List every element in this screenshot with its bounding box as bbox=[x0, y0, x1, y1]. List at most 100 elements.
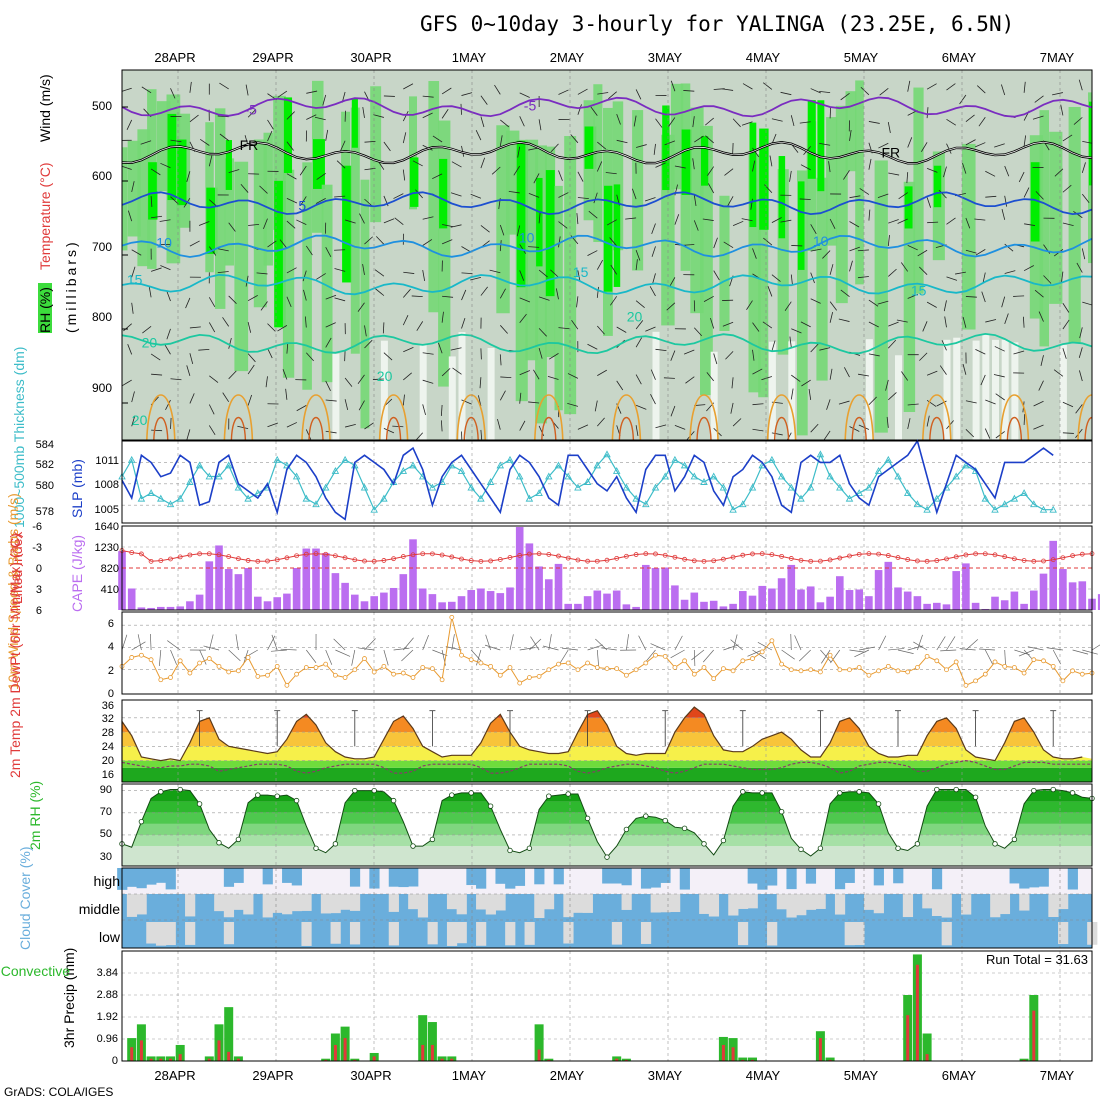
wind-10m-barb bbox=[888, 648, 905, 651]
wind-barb bbox=[499, 240, 502, 252]
wind-barb bbox=[650, 369, 656, 380]
wind-barb bbox=[810, 272, 815, 284]
cape-bar bbox=[486, 591, 495, 610]
wind-barb bbox=[810, 298, 821, 304]
wind-barb bbox=[635, 404, 647, 410]
precip-convective-bar bbox=[207, 1058, 211, 1061]
wind-barb bbox=[650, 394, 656, 405]
wind-barb bbox=[325, 294, 337, 300]
cloud-low-cell bbox=[223, 922, 235, 945]
wind-barb bbox=[480, 157, 486, 169]
precip-total-bar bbox=[437, 1056, 447, 1061]
precip-convective-bar bbox=[130, 1047, 134, 1061]
wind-barb bbox=[828, 161, 831, 173]
wind-barb bbox=[247, 321, 252, 333]
wind-barb bbox=[705, 117, 714, 126]
wind-barb bbox=[189, 353, 194, 365]
wind-barb bbox=[508, 190, 520, 194]
cloud-mid-cell bbox=[1058, 894, 1069, 910]
wind-label: Wind (m/s) bbox=[37, 74, 53, 142]
wind-barb bbox=[975, 142, 986, 148]
wind-barb bbox=[186, 429, 191, 440]
cape-bar bbox=[302, 548, 311, 610]
cape-bar bbox=[399, 574, 408, 610]
wind-barb bbox=[791, 374, 801, 382]
thickness-point bbox=[593, 461, 602, 469]
cape-bar bbox=[884, 561, 893, 610]
thickness-point bbox=[312, 500, 320, 508]
wind-barb bbox=[314, 116, 326, 121]
wind-barb bbox=[1062, 319, 1070, 330]
wind-barb bbox=[1018, 171, 1025, 183]
thickness-point bbox=[612, 466, 621, 474]
warm-contour bbox=[534, 394, 564, 440]
lifted-index-series bbox=[119, 548, 1095, 564]
precip-convective-bar bbox=[430, 1044, 434, 1061]
wind-speed-point bbox=[818, 669, 823, 675]
rh-moist-cell bbox=[137, 129, 151, 267]
wind-axis: 0 2 4 6 bbox=[108, 618, 114, 700]
cloud-mid-cell bbox=[320, 894, 332, 914]
slp-tick: 1005 bbox=[95, 504, 119, 516]
wind-barb bbox=[441, 109, 449, 119]
wind-barb bbox=[907, 80, 911, 92]
precip-total-bar bbox=[825, 1057, 835, 1061]
cloud-high-cell bbox=[388, 868, 399, 887]
wind-barb bbox=[567, 373, 579, 379]
wind-barb bbox=[344, 377, 353, 387]
wind-barb bbox=[939, 365, 947, 375]
wind-barb bbox=[403, 372, 412, 381]
rh-saturated-cell bbox=[933, 165, 942, 208]
wind-barb bbox=[470, 193, 482, 199]
wind-barb bbox=[141, 86, 152, 94]
wind-barb bbox=[528, 401, 540, 404]
warm-contour bbox=[689, 394, 719, 440]
cape-tick: 1230 bbox=[95, 542, 119, 554]
wind-barb bbox=[422, 404, 426, 416]
wind-10m-barb bbox=[422, 635, 429, 651]
wind-10m-barb bbox=[965, 639, 979, 651]
wind-speed-point bbox=[604, 666, 610, 671]
wind-barb bbox=[131, 181, 135, 193]
wind-barb bbox=[771, 217, 782, 223]
cloud-low-cell bbox=[1058, 922, 1069, 945]
precip-convective-bar bbox=[741, 1059, 745, 1061]
wind-barb bbox=[208, 425, 216, 436]
wind-barb bbox=[570, 134, 579, 144]
run-total: Run Total = 31.63 bbox=[986, 952, 1088, 967]
cloud-mid-cell bbox=[999, 894, 1011, 915]
wind-barb bbox=[868, 321, 879, 328]
wind-barb bbox=[858, 424, 870, 430]
wind-speed-point bbox=[653, 652, 658, 658]
precip-total-bar bbox=[748, 1057, 757, 1061]
wind-barb bbox=[877, 193, 889, 199]
rh-2m-point bbox=[468, 790, 474, 796]
wind-barb bbox=[126, 119, 133, 131]
precip-total-bar bbox=[612, 1056, 622, 1061]
isotherm-label: 10 bbox=[156, 235, 172, 251]
wind-barb bbox=[771, 274, 781, 282]
thickness-point bbox=[467, 483, 475, 491]
wind-barb bbox=[683, 90, 695, 92]
cape-bar bbox=[836, 576, 844, 610]
rh-legend-swatch bbox=[38, 283, 52, 333]
wind-speed-point bbox=[594, 665, 600, 670]
wind-10m-barb bbox=[484, 644, 501, 651]
wind-speed-point bbox=[313, 665, 319, 670]
cloud-high-cell bbox=[786, 868, 797, 890]
wind-barb bbox=[577, 424, 589, 430]
slp-tick: 1008 bbox=[95, 479, 119, 491]
cape-bar bbox=[292, 568, 301, 610]
wind-barb bbox=[674, 214, 680, 225]
cloud-mid-cell bbox=[330, 894, 341, 914]
wind-barb bbox=[655, 348, 667, 352]
rh-saturated-cell bbox=[1089, 101, 1092, 186]
cloud-high-cell bbox=[640, 868, 652, 889]
wind-barb bbox=[403, 347, 414, 353]
rh-2m-point bbox=[701, 841, 707, 847]
rh-moist-cell bbox=[903, 181, 916, 413]
wind-10m-barb bbox=[730, 639, 744, 651]
wind-barb bbox=[170, 417, 172, 429]
precip-panel-background bbox=[122, 951, 1092, 1061]
cloud-ylabel: Cloud Cover (%) bbox=[17, 847, 33, 950]
